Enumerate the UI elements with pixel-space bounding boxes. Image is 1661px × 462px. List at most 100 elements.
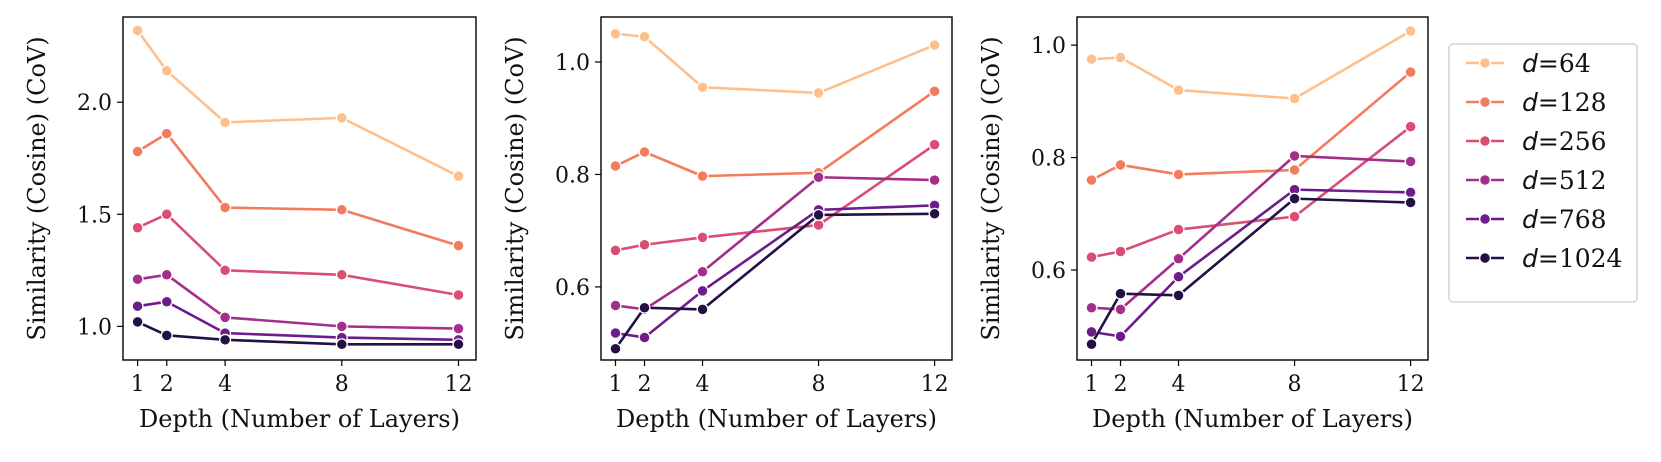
data-point-d768 [1085,325,1098,338]
data-point-d512 [335,320,348,333]
data-point-d128 [696,170,709,183]
data-point-d256 [219,264,232,277]
legend-label: d=128 [1522,88,1607,117]
data-point-d1024 [638,301,651,314]
data-point-d1024 [1114,287,1127,300]
data-point-d512 [131,273,144,286]
legend-marker [1478,95,1492,109]
series-line-d768 [614,204,936,339]
chart-panel-1: 1 2 4 8 12 1.0 1.5 2.0 Depth (Number of Layers) S… [23,16,477,433]
legend-label: d=768 [1522,205,1607,234]
legend-marker [1478,56,1492,70]
series-line-d128 [614,89,936,178]
chart-panel-3: 1 2 4 8 12 0.6 0.8 1.0 Depth (Number of Layers) S… [977,16,1429,433]
legend-marker [1478,251,1492,265]
x-axis-label: Depth (Number of Layers) [139,405,460,433]
x-tick-label: 2 [1114,372,1128,397]
data-point-d256 [928,138,941,151]
y-tick-label: 1.0 [1031,34,1066,59]
data-point-d64 [131,24,144,37]
legend-entry-d1024: d=1024 [1466,244,1622,273]
data-point-d256 [335,268,348,281]
y-tick-label: 0.8 [1031,147,1066,172]
data-point-d64 [1114,51,1127,64]
data-point-d128 [609,159,622,173]
data-point-d256 [131,221,144,234]
series-line-d1024 [136,320,460,346]
x-tick-label: 8 [812,372,826,397]
data-point-d768 [609,326,622,340]
data-point-d1024 [452,338,465,351]
data-point-d1024 [609,342,622,355]
x-tick-label: 2 [160,372,174,397]
data-point-d512 [696,265,709,278]
data-point-d64 [1172,84,1185,97]
data-point-d768 [1172,270,1185,283]
data-point-d1024 [1404,196,1417,209]
data-point-d256 [1114,245,1127,258]
x-tick-label: 1 [609,372,623,397]
data-point-d128 [1404,66,1417,79]
plot-frame [122,16,477,361]
data-point-d512 [609,299,622,312]
plot-frame [600,16,953,361]
series-line-d512 [1090,154,1412,311]
y-tick-label: 1.5 [77,203,112,228]
y-axis-label: Similarity (Cosine) (CoV) [501,36,529,340]
x-tick-label: 8 [335,372,349,397]
legend-label: d=256 [1522,127,1607,156]
legend-label: d=64 [1522,49,1591,78]
data-point-d64 [696,81,709,94]
data-point-d1024 [131,315,144,328]
data-point-d64 [160,64,173,77]
data-point-d128 [638,145,651,159]
data-point-d256 [452,288,465,302]
y-tick-label: 0.8 [555,163,590,188]
data-point-d768 [638,331,651,344]
series-line-d64 [1090,29,1412,100]
legend: d=64 d=128 d=256 d=512 d=768 d=1024 [1448,43,1638,303]
x-axis-label: Depth (Number of Layers) [1092,405,1413,433]
data-point-d256 [1172,223,1185,236]
series-line-d64 [614,32,936,95]
x-tick-label: 1 [131,372,145,397]
data-point-d512 [160,268,173,281]
data-point-d128 [131,145,144,158]
data-point-d256 [1288,210,1301,223]
data-point-d1024 [1172,289,1185,302]
data-point-d128 [335,203,348,216]
data-point-d1024 [696,303,709,316]
data-point-d64 [219,116,232,129]
data-point-d1024 [812,208,825,221]
legend-marker [1478,173,1492,187]
data-point-d64 [1404,25,1417,38]
data-point-d512 [452,322,465,335]
data-point-d768 [160,295,173,308]
plot-frame [1076,16,1429,361]
series-line-d128 [136,132,460,247]
legend-marker [1478,212,1492,226]
legend-frame [1448,43,1638,303]
data-point-d512 [928,174,941,187]
legend-entry-d768: d=768 [1466,205,1607,234]
series-layer [1085,25,1417,351]
data-point-d64 [812,86,825,99]
data-point-d768 [1114,330,1127,343]
data-point-d256 [1404,120,1417,133]
data-point-d1024 [160,329,173,342]
data-point-d1024 [335,338,348,351]
data-point-d1024 [219,333,232,346]
series-line-d1024 [614,212,936,351]
data-point-d128 [928,85,941,98]
data-point-d64 [638,30,651,43]
data-point-d512 [219,311,232,324]
data-point-d256 [638,238,651,251]
legend-marker [1478,134,1492,148]
data-point-d1024 [1085,338,1098,351]
x-tick-label: 2 [638,372,652,397]
data-point-d64 [452,170,465,183]
series-layer [131,24,465,351]
y-axis-label: Similarity (Cosine) (CoV) [977,36,1005,340]
x-tick-label: 4 [218,372,232,397]
